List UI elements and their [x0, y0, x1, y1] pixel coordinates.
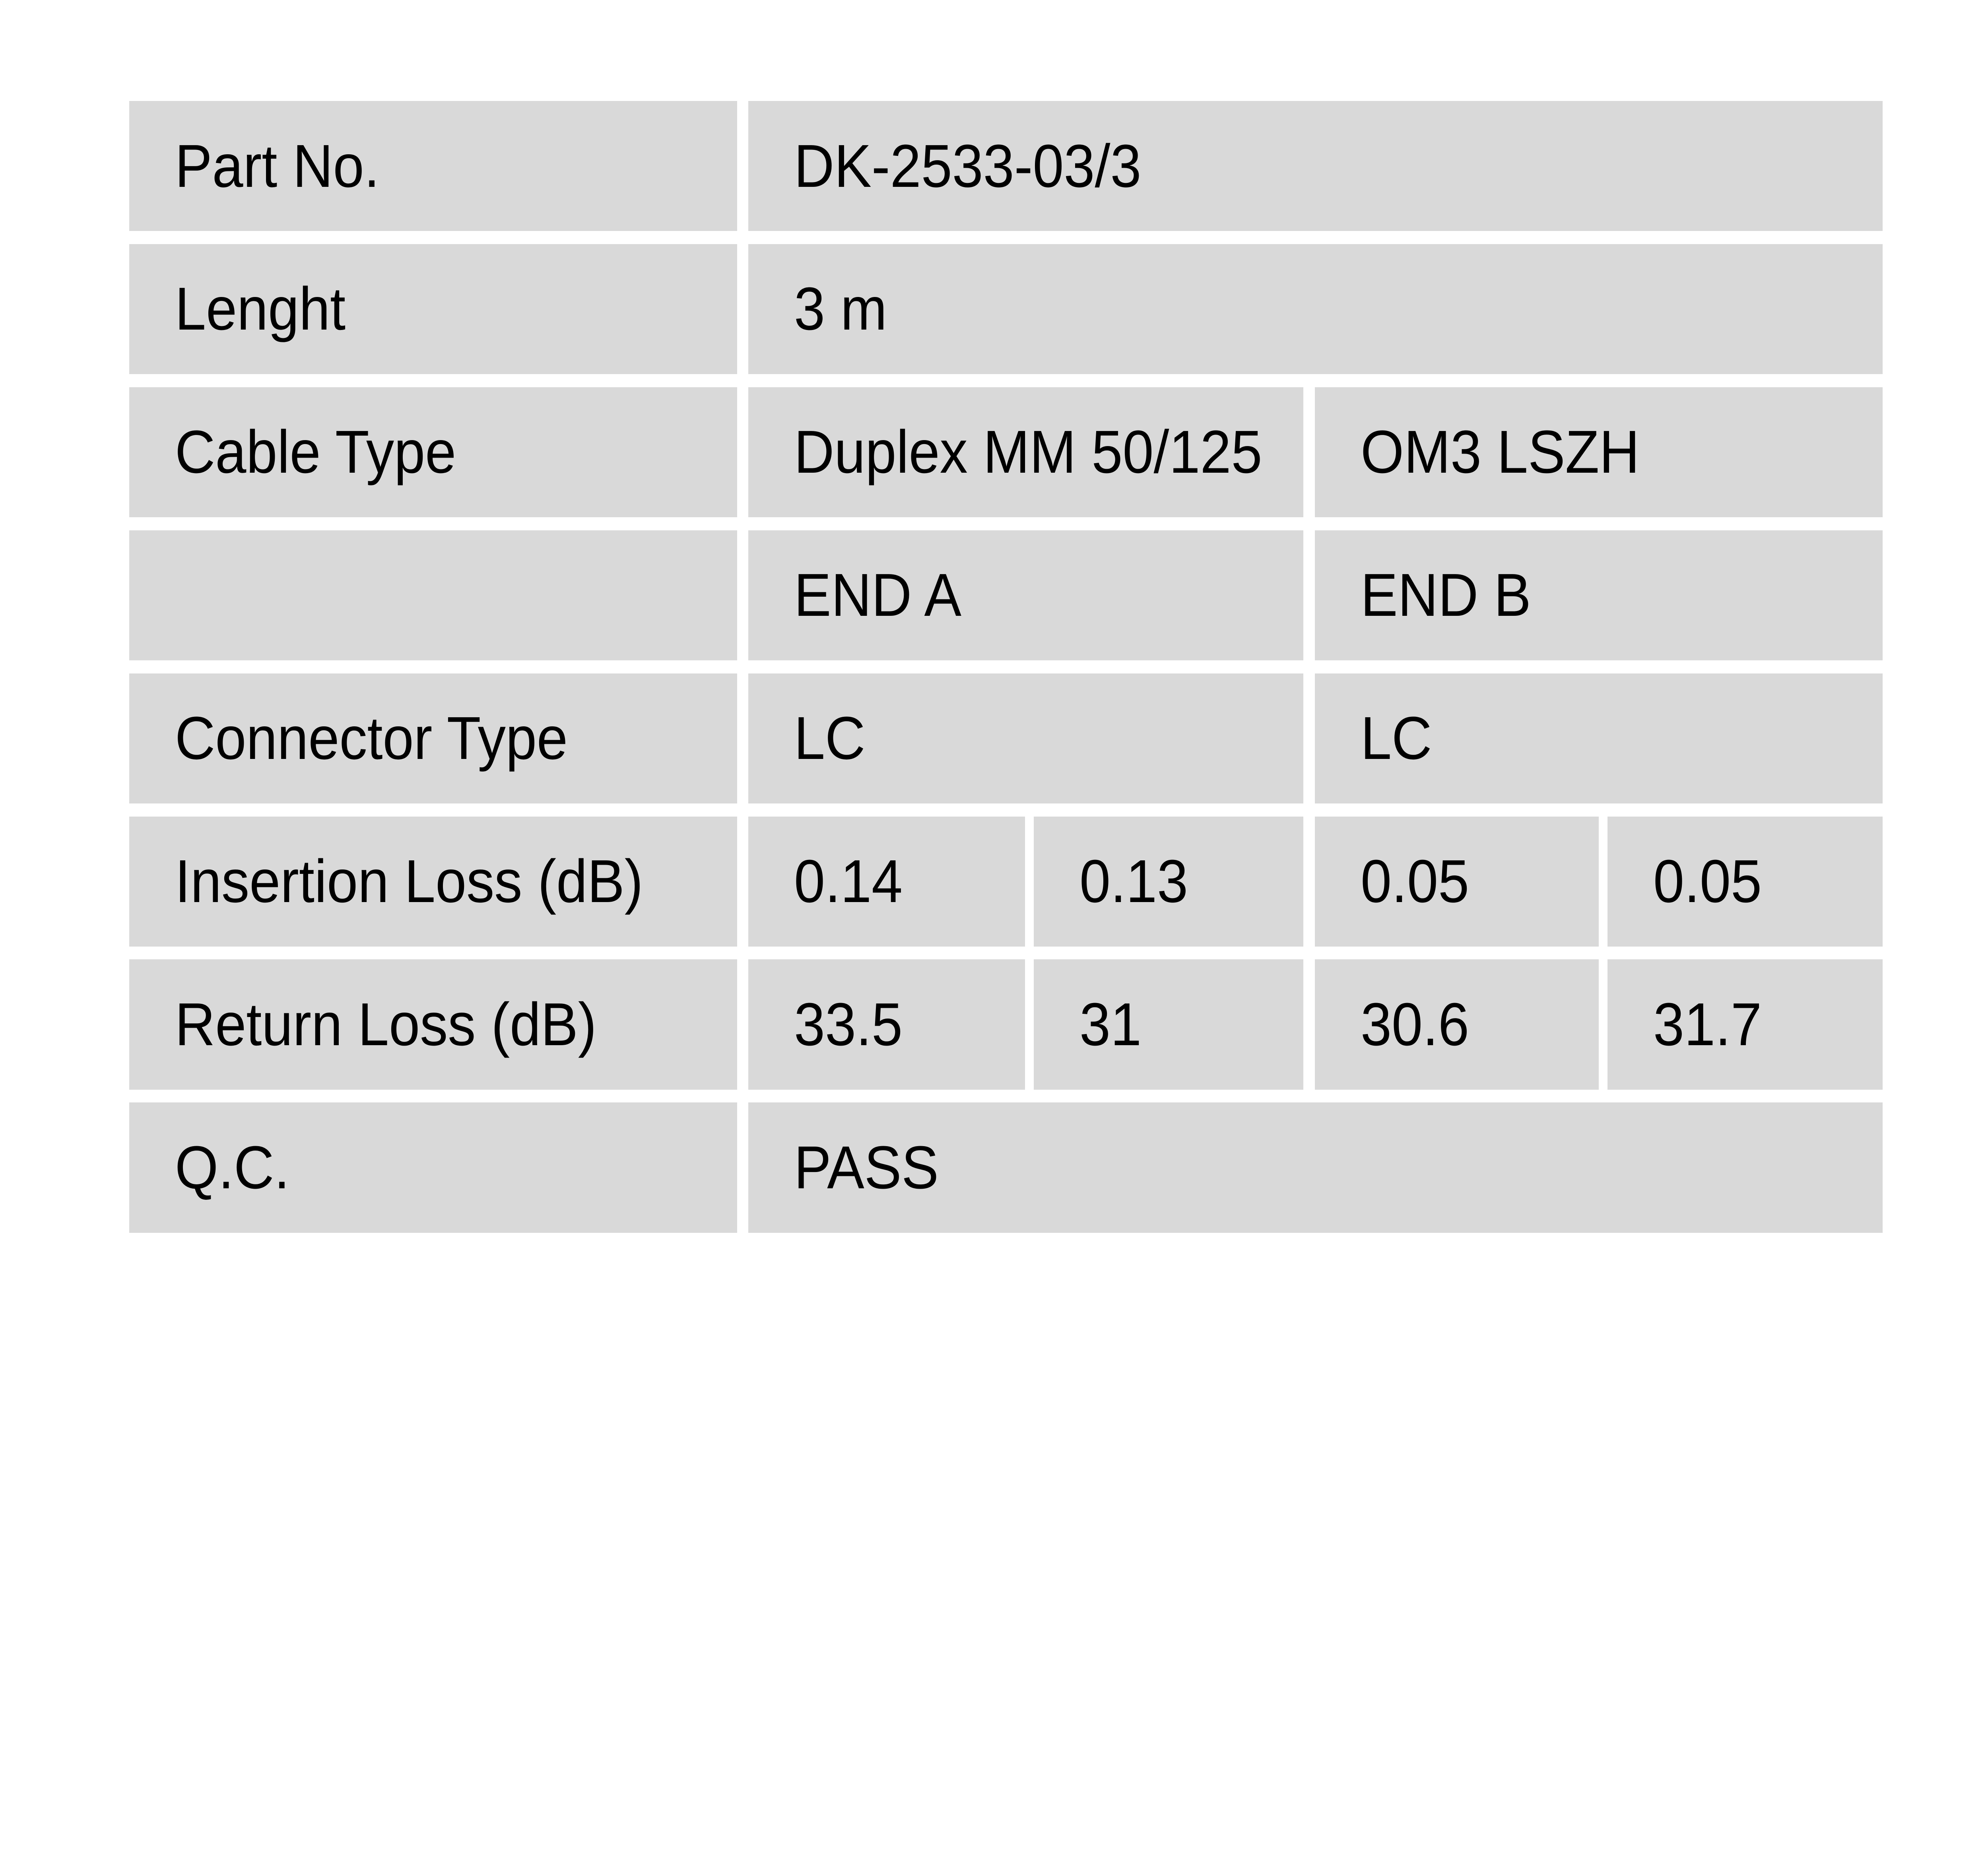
row-label-connector-type-text: Connector Type	[175, 704, 568, 772]
qc-value-text: PASS	[794, 1133, 939, 1201]
part-no-value-text: DK-2533-03/3	[794, 132, 1142, 200]
cell-end-a-header: END A	[748, 530, 1304, 661]
page: Part No. DK-2533-03/3 Lenght 3 m Cable T…	[129, 101, 1883, 1233]
connector-type-end-b-text: LC	[1360, 704, 1432, 772]
cell-insertion-loss-end-a-1: 0.14	[748, 816, 1025, 947]
cell-part-no-value: DK-2533-03/3	[748, 101, 1883, 231]
cell-insertion-loss-end-b-1: 0.05	[1314, 816, 1599, 947]
row-label-length-text: Lenght	[175, 275, 346, 343]
insertion-loss-end-b-1-text: 0.05	[1360, 847, 1470, 915]
cell-connector-type-end-a: LC	[748, 673, 1304, 803]
row-label-return-loss-text: Return Loss (dB)	[175, 990, 597, 1058]
row-label-insertion-loss-text: Insertion Loss (dB)	[175, 847, 643, 915]
row-label-cable-type-text: Cable Type	[175, 418, 456, 486]
cable-type-end-b-text: OM3 LSZH	[1360, 418, 1640, 486]
length-value-text: 3 m	[794, 275, 887, 343]
insertion-loss-end-a-1-text: 0.14	[794, 847, 903, 915]
row-label-qc-text: Q.C.	[175, 1133, 290, 1201]
cell-length-value: 3 m	[748, 244, 1883, 374]
cell-return-loss-end-a-1: 33.5	[748, 959, 1025, 1090]
connector-type-end-a-text: LC	[794, 704, 866, 772]
row-label-empty	[129, 530, 737, 661]
return-loss-end-b-2-text: 31.7	[1653, 990, 1762, 1058]
spec-table: Part No. DK-2533-03/3 Lenght 3 m Cable T…	[129, 101, 1883, 1233]
cable-type-end-a-text: Duplex MM 50/125	[794, 418, 1262, 486]
cell-return-loss-end-b-2: 31.7	[1607, 959, 1883, 1090]
row-label-part-no: Part No.	[129, 101, 737, 231]
cell-cable-type-end-a: Duplex MM 50/125	[748, 387, 1304, 518]
end-b-header-text: END B	[1360, 561, 1531, 629]
row-label-cable-type: Cable Type	[129, 387, 737, 518]
return-loss-end-a-2-text: 31	[1079, 990, 1142, 1058]
cell-insertion-loss-end-b-2: 0.05	[1607, 816, 1883, 947]
cell-insertion-loss-end-a-2: 0.13	[1034, 816, 1304, 947]
cell-end-b-header: END B	[1314, 530, 1883, 661]
row-label-qc: Q.C.	[129, 1102, 737, 1233]
insertion-loss-end-b-2-text: 0.05	[1653, 847, 1762, 915]
cell-return-loss-end-b-1: 30.6	[1314, 959, 1599, 1090]
cell-return-loss-end-a-2: 31	[1034, 959, 1304, 1090]
cell-qc-value: PASS	[748, 1102, 1883, 1233]
row-label-part-no-text: Part No.	[175, 132, 380, 200]
row-label-insertion-loss: Insertion Loss (dB)	[129, 816, 737, 947]
row-label-length: Lenght	[129, 244, 737, 374]
return-loss-end-a-1-text: 33.5	[794, 990, 903, 1058]
row-label-return-loss: Return Loss (dB)	[129, 959, 737, 1090]
return-loss-end-b-1-text: 30.6	[1360, 990, 1470, 1058]
cell-cable-type-end-b: OM3 LSZH	[1314, 387, 1883, 518]
row-label-connector-type: Connector Type	[129, 673, 737, 803]
end-a-header-text: END A	[794, 561, 962, 629]
insertion-loss-end-a-2-text: 0.13	[1079, 847, 1188, 915]
cell-connector-type-end-b: LC	[1314, 673, 1883, 803]
